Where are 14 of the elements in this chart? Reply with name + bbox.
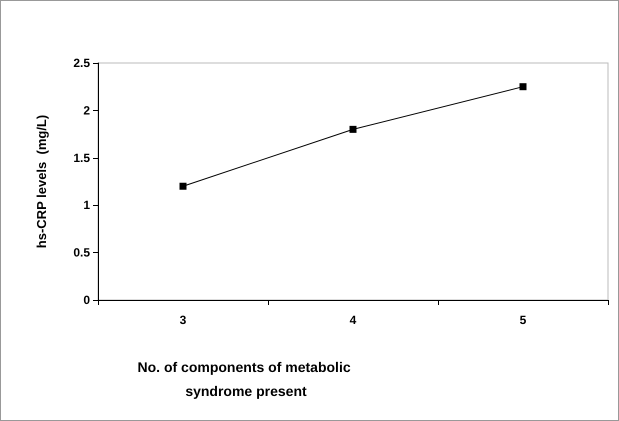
y-tick-label: 0 [83, 293, 90, 307]
point [520, 83, 526, 90]
y-axis-title: hs-CRP levels (mg/L) [34, 114, 49, 248]
point [350, 126, 356, 133]
x-axis-title: No. of components of metabolic syndrome present [137, 359, 355, 399]
y-tick-label: 1.5 [73, 150, 90, 165]
y-tick-label: 1 [83, 198, 90, 212]
x-tick-label: 5 [520, 313, 527, 327]
point [180, 182, 186, 190]
y-tick-label: 2.5 [73, 56, 90, 70]
x-tick-label: 4 [350, 313, 357, 327]
y-tick-label: 0.5 [73, 246, 90, 260]
y-tick-label: 2 [83, 103, 90, 118]
x-tick-label: 3 [180, 313, 187, 327]
